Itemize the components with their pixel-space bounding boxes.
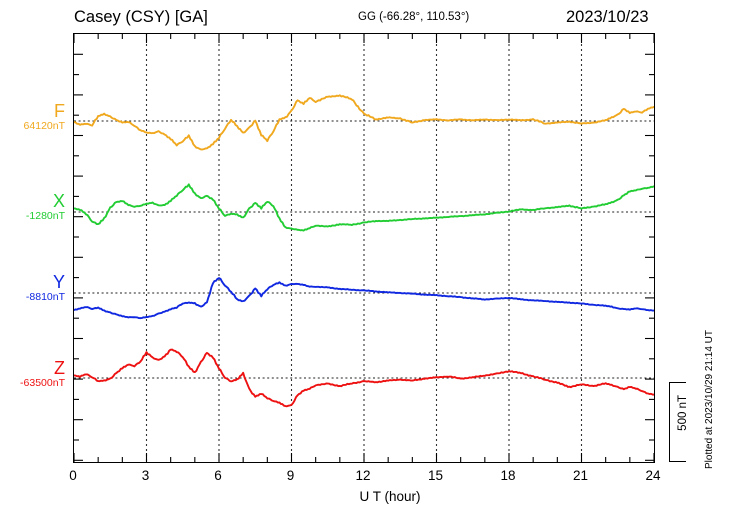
xaxis-tick-label: 24 xyxy=(645,468,661,483)
magnetogram-plot-area xyxy=(73,33,655,463)
component-label-y: Y -8810nT xyxy=(25,272,65,304)
xaxis-tick-label: 9 xyxy=(286,468,295,483)
xaxis-tick-label: 18 xyxy=(500,468,516,483)
scale-bar-label: 500 nT xyxy=(677,395,689,431)
component-symbol-x: X xyxy=(52,191,65,211)
component-symbol-z: Z xyxy=(54,358,65,378)
component-baseline-x: -1280nT xyxy=(25,210,65,222)
station-title: Casey (CSY) [GA] xyxy=(74,8,208,26)
xaxis-tick-label: 15 xyxy=(427,468,444,483)
xaxis-tick-label: 6 xyxy=(214,468,222,483)
component-symbol-y: Y xyxy=(52,272,65,292)
component-baseline-y: -8810nT xyxy=(25,291,65,303)
component-label-x: X -1280nT xyxy=(25,191,65,223)
xaxis-title: U T (hour) xyxy=(0,489,730,504)
xaxis-tick-label: 3 xyxy=(141,468,150,483)
component-label-f: F 64120nT xyxy=(23,101,65,133)
scale-bar xyxy=(669,382,686,462)
geographic-coordinates: GG (-66.28°, 110.53°) xyxy=(358,11,470,23)
component-baseline-z: -63500nT xyxy=(20,377,65,389)
component-label-z: Z -63500nT xyxy=(20,358,65,390)
xaxis-tick-label: 21 xyxy=(572,468,589,483)
xaxis-title-text: U T (hour) xyxy=(359,489,421,504)
xaxis-tick-label: 12 xyxy=(355,468,371,483)
component-symbol-f: F xyxy=(54,101,65,121)
plot-timestamp: Plotted at 2023/10/29 21:14 UT xyxy=(704,330,715,469)
trace-canvas xyxy=(74,34,654,462)
observation-date: 2023/10/23 xyxy=(566,8,649,26)
xaxis-tick-label: 0 xyxy=(69,468,77,483)
component-baseline-f: 64120nT xyxy=(23,120,65,132)
